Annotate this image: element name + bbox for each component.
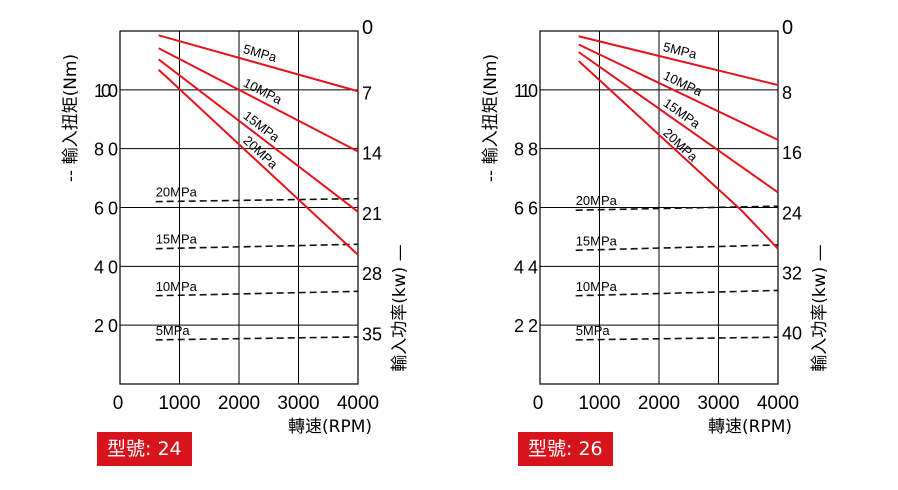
x-tick-label: 0 [533, 393, 544, 414]
x-axis-label: 轉速(RPM) [708, 417, 792, 437]
power-series-label-group: 20MPa [660, 125, 701, 165]
torque-line [575, 289, 779, 297]
chart-panel-model-24: 0 1000 2000 3000 4000 20 40 60 80 100 0 7 14 21 28 35 20… [61, 17, 410, 466]
torque-line [155, 336, 359, 341]
torque-series-label: 20MPa [576, 193, 618, 208]
left-tick-label: 88 [514, 140, 538, 160]
chart-panel-model-26: 0 1000 2000 3000 4000 22 44 66 88 110 0 8 16 24 32 40 20… [420, 0, 869, 490]
torque-series-label: 10MPa [576, 279, 618, 294]
left-axis-label: -- 輸入扭矩(Nm) [481, 54, 501, 182]
right-axis-label-group: 輸入功率(kw) — [390, 244, 410, 371]
torque-line [575, 336, 779, 341]
left-tick-label: 60 [94, 199, 118, 219]
left-tick-label: 22 [514, 316, 538, 336]
power-line [577, 60, 779, 250]
right-tick-label: 32 [782, 263, 802, 283]
right-axis-label-group: 輸入功率(kw) — [810, 244, 830, 371]
right-axis-label: 輸入功率(kw) — [810, 244, 830, 371]
left-tick-label: 44 [514, 257, 538, 277]
model-badge-24: 型號: 24 [97, 432, 192, 466]
model-label: 型號 [107, 438, 146, 460]
x-tick-label: 3000 [697, 393, 739, 414]
torque-line [575, 244, 779, 252]
torque-line [155, 197, 359, 203]
torque-series-label: 5MPa [576, 323, 611, 338]
power-series-label-group: 5MPa [242, 41, 279, 65]
left-tick-label: 100 [94, 81, 118, 101]
left-axis-label-group: -- 輸入扭矩(Nm) [481, 54, 501, 182]
power-line [158, 58, 359, 213]
chart-svg-model-24: 0 1000 2000 3000 400020406080100071421283520… [61, 17, 410, 437]
x-tick-label: 2000 [218, 393, 260, 414]
model-colon: : [566, 438, 579, 460]
right-tick-label: 0 [362, 17, 373, 39]
right-tick-label: 24 [782, 203, 802, 223]
power-line [158, 34, 359, 93]
x-tick-label: 4000 [337, 393, 379, 414]
model-colon: : [145, 438, 158, 460]
x-tick-label: 3000 [277, 393, 319, 414]
left-tick-label: 110 [514, 81, 538, 101]
right-tick-label: 16 [782, 143, 802, 163]
chart-svg-model-26: 0 1000 2000 3000 4000 22 44 66 88 110 0 8 16 24 32 40 20… [481, 17, 830, 437]
left-axis-label-group: -- 輸入扭矩(Nm) [61, 54, 81, 182]
right-tick-label: 21 [362, 204, 382, 224]
right-tick-label: 35 [362, 324, 382, 344]
power-series-label: 5MPa [242, 41, 279, 65]
power-line [158, 47, 359, 153]
torque-line [155, 243, 359, 250]
right-tick-label: 7 [362, 83, 372, 103]
left-tick-label: 40 [94, 257, 118, 277]
right-tick-label: 40 [782, 323, 802, 343]
x-tick-label: 2000 [638, 393, 680, 414]
power-line [157, 69, 359, 256]
right-tick-label: 8 [782, 83, 792, 103]
right-tick-label: 0 [782, 17, 793, 39]
torque-series-label: 10MPa [156, 279, 198, 294]
left-axis-label: -- 輸入扭矩(Nm) [61, 54, 81, 182]
x-axis-label: 轉速(RPM) [288, 417, 372, 437]
torque-series-label: 5MPa [156, 323, 191, 338]
power-series-label: 20MPa [660, 125, 701, 165]
power-line [578, 51, 779, 194]
x-tick-label: 4000 [757, 393, 799, 414]
right-tick-label: 28 [362, 264, 382, 284]
model-label: 型號 [528, 438, 567, 460]
model-number: 26 [578, 438, 603, 460]
right-tick-label: 14 [362, 144, 382, 164]
torque-series-label: 20MPa [156, 185, 198, 200]
torque-line [575, 205, 779, 211]
left-tick-label: 80 [94, 140, 118, 160]
x-tick-label: 0 [113, 393, 124, 414]
model-badge-26: 型號: 26 [518, 432, 613, 466]
torque-series-label: 15MPa [156, 232, 198, 247]
x-tick-label: 1000 [158, 393, 200, 414]
torque-series-label: 15MPa [576, 233, 618, 248]
left-tick-label: 66 [514, 199, 538, 219]
model-number: 24 [157, 438, 182, 460]
left-tick-label: 20 [94, 316, 118, 336]
right-axis-label: 輸入功率(kw) — [390, 244, 410, 371]
power-line [578, 35, 779, 87]
power-line [578, 43, 779, 141]
torque-line [155, 290, 359, 297]
x-tick-label: 1000 [578, 393, 620, 414]
